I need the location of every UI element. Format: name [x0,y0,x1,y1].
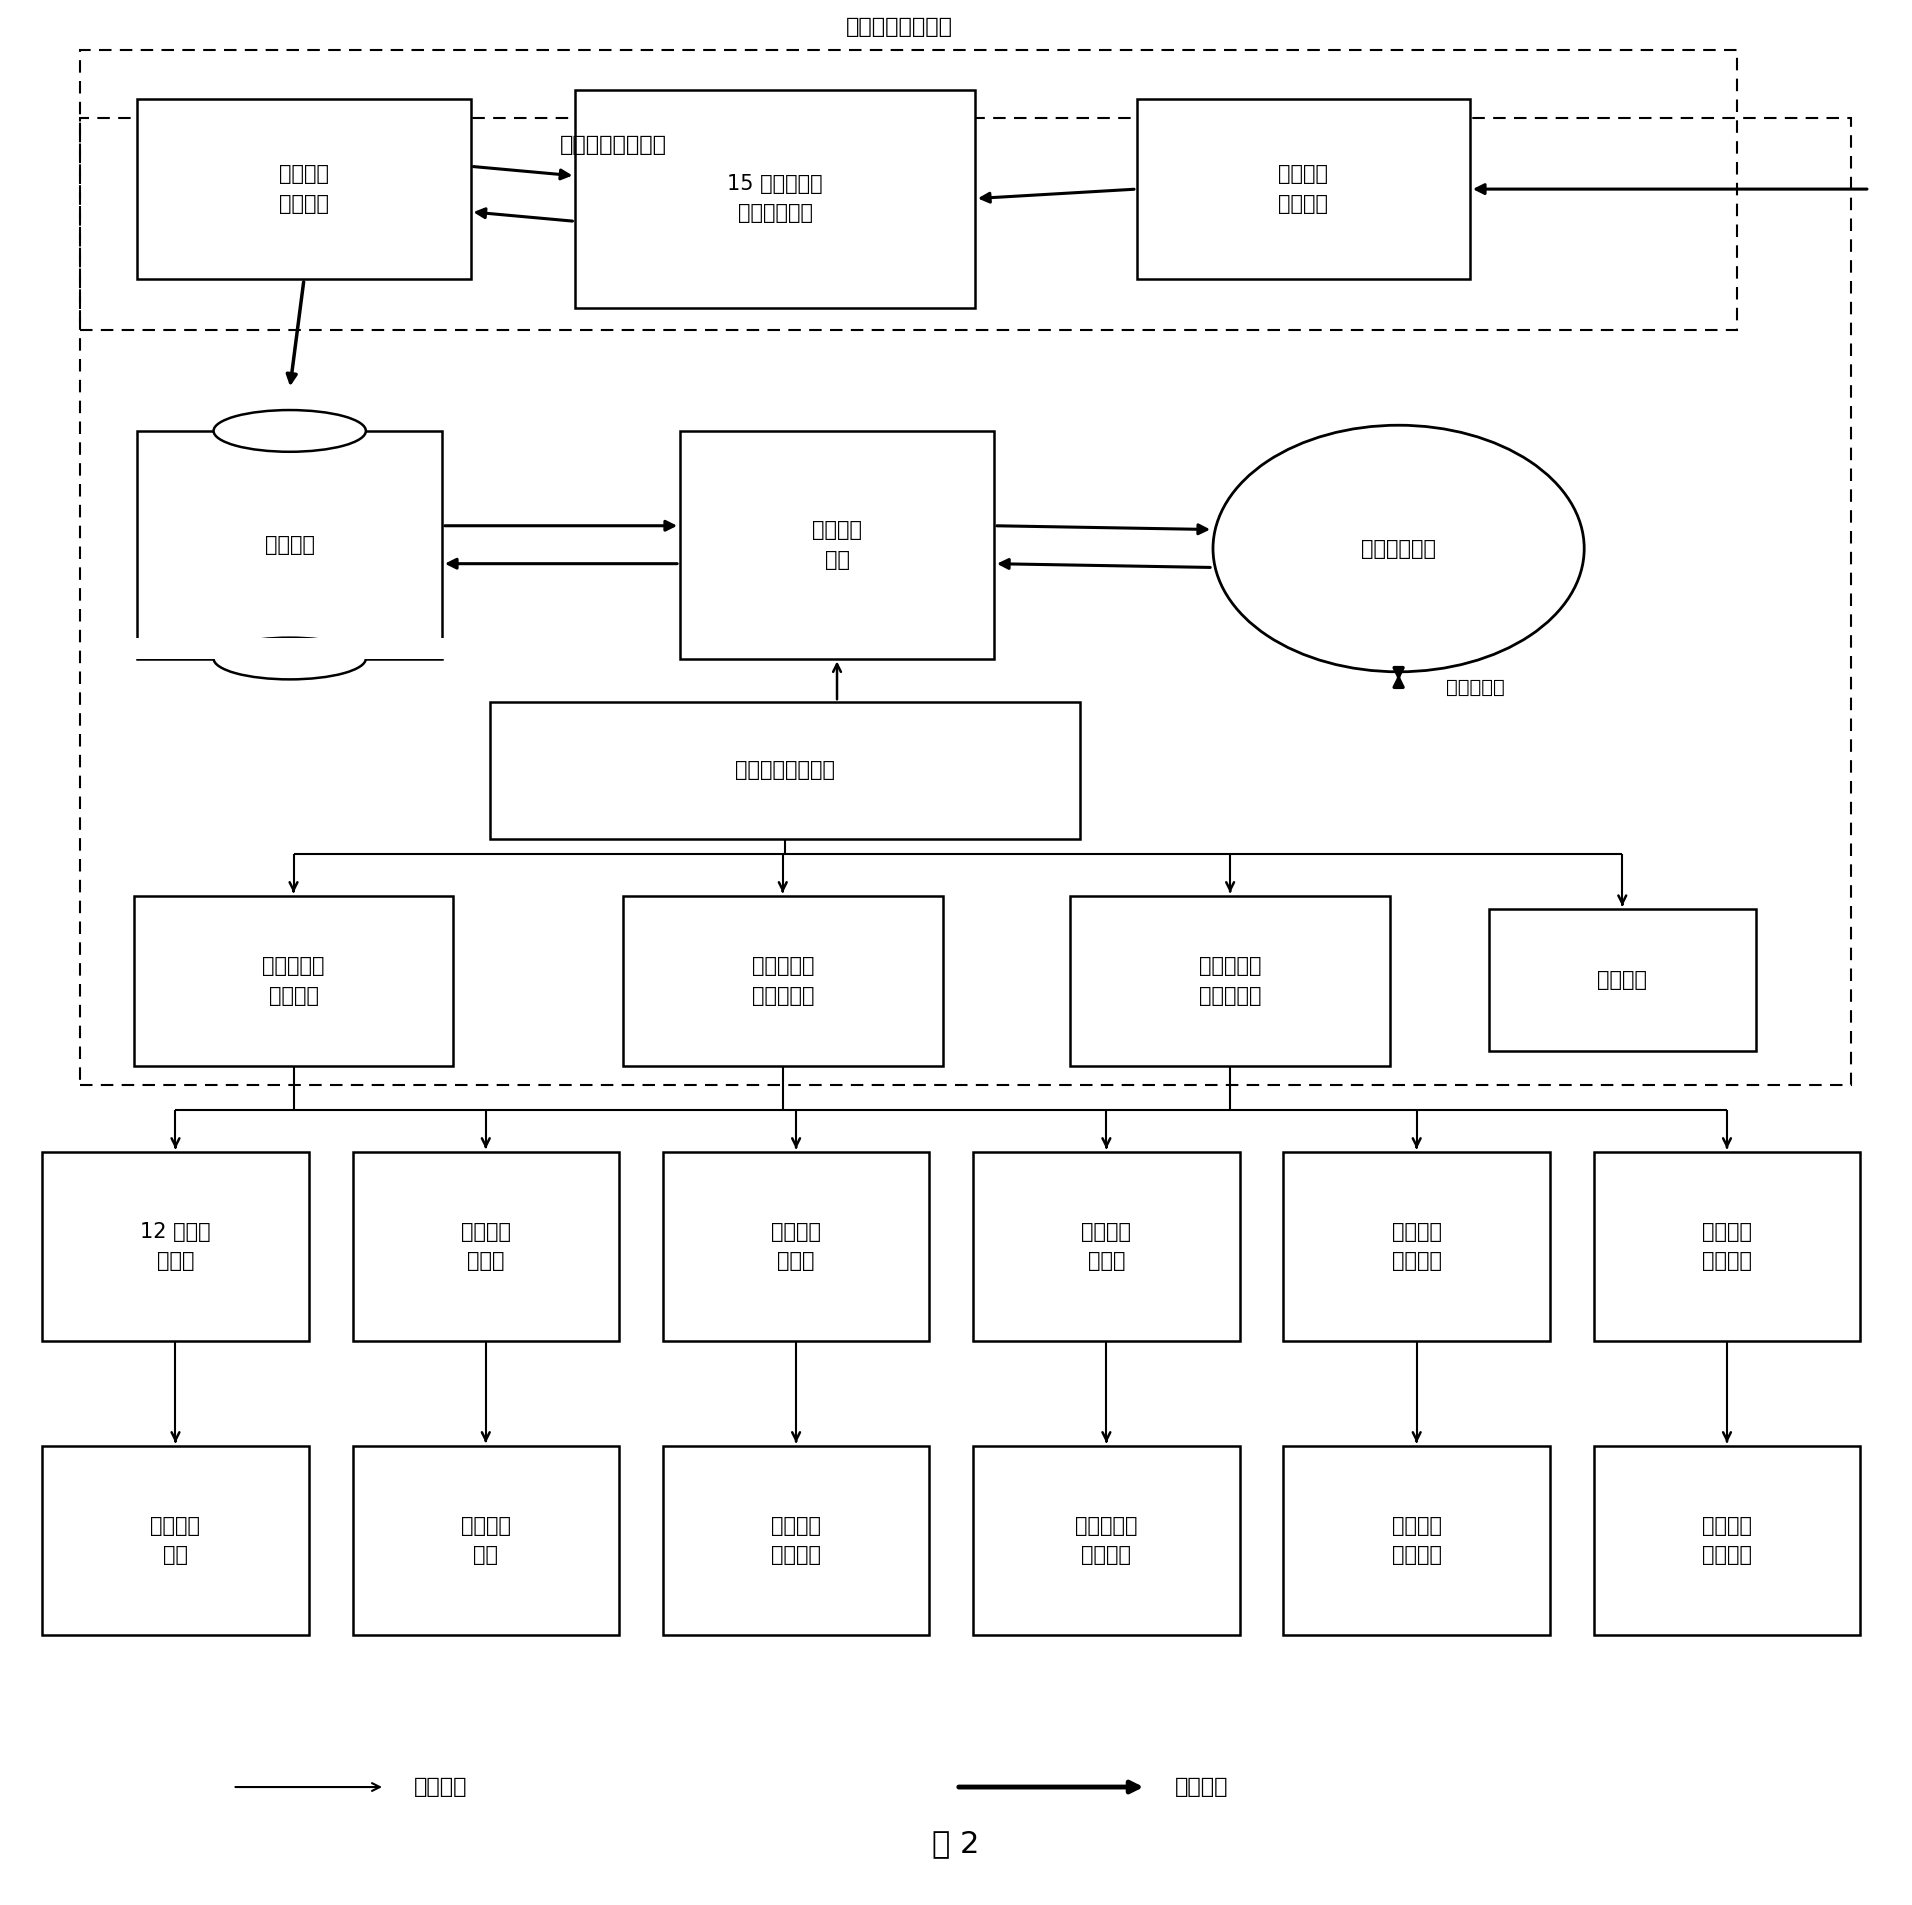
Text: 疾病自动
模式识别: 疾病自动 模式识别 [771,1516,820,1566]
Bar [1138,99,1470,280]
Bar [1595,1153,1860,1341]
Text: 诊断报告
生成: 诊断报告 生成 [151,1516,201,1566]
Text: 控制逻辑: 控制逻辑 [413,1777,467,1796]
Text: 正交心电
图显示: 正交心电 图显示 [461,1221,511,1271]
Bar [1283,1446,1551,1634]
Ellipse shape [1212,425,1585,672]
Text: 三维心向量
图窗口管理: 三维心向量 图窗口管理 [1199,956,1262,1006]
Bar [138,431,442,659]
Text: 心电数据
采集处理: 心电数据 采集处理 [279,164,329,213]
Bar [42,1153,308,1341]
Bar [576,90,975,307]
Text: 动态采集
窗口管理: 动态采集 窗口管理 [1279,164,1329,213]
Text: 二维心向量
图窗口管理: 二维心向量 图窗口管理 [751,956,815,1006]
Bar [973,1153,1239,1341]
Text: 三维心向
量图显示: 三维心向 量图显示 [1702,1221,1751,1271]
Text: 静态数据处理部分: 静态数据处理部分 [560,135,667,154]
Text: 三维心肌
扩步演示: 三维心肌 扩步演示 [1392,1516,1442,1566]
Text: 时间心电
图显示: 时间心电 图显示 [771,1221,820,1271]
Text: 一维心电图
窗口管理: 一维心电图 窗口管理 [262,956,325,1006]
Text: 辅助算法
模型: 辅助算法 模型 [461,1516,511,1566]
Bar [352,1153,619,1341]
Bar [352,1446,619,1634]
Bar [42,1446,308,1634]
Text: 12 导心电
图显示: 12 导心电 图显示 [140,1221,210,1271]
Bar [80,118,1851,1086]
Text: 15 导联实时监
控显示、打印: 15 导联实时监 控显示、打印 [727,173,822,223]
Bar [681,431,994,659]
Bar [489,703,1080,838]
Text: 向量心电图
综合演示: 向量心电图 综合演示 [1075,1516,1138,1566]
Bar [134,638,445,659]
Text: 图 2: 图 2 [933,1829,979,1859]
Bar [1283,1153,1551,1341]
Text: 三维心脏
模型显示: 三维心脏 模型显示 [1702,1516,1751,1566]
Bar [134,895,453,1067]
Text: 用户界面管理控制: 用户界面管理控制 [734,760,836,781]
Bar [1071,895,1390,1067]
Text: 内存公共数据: 内存公共数据 [1361,539,1436,558]
Bar [1595,1446,1860,1634]
Text: 至所有模块: 至所有模块 [1445,678,1505,697]
Text: 实时数据处理部分: 实时数据处理部分 [845,17,952,36]
Text: 病历档案
管理: 病历档案 管理 [813,520,862,570]
Ellipse shape [214,410,365,451]
Bar [138,99,470,280]
Bar [80,50,1736,330]
Text: 平面心向
量图显示: 平面心向 量图显示 [1392,1221,1442,1271]
Bar [1489,909,1755,1052]
Bar [973,1446,1239,1634]
Text: 数据文件: 数据文件 [264,535,315,554]
Bar [623,895,943,1067]
Text: 数据流程: 数据流程 [1174,1777,1228,1796]
Bar [663,1153,929,1341]
Ellipse shape [214,638,365,680]
Text: 打印管理: 打印管理 [1597,970,1648,991]
Text: 向量心电
图显示: 向量心电 图显示 [1082,1221,1132,1271]
Bar [663,1446,929,1634]
